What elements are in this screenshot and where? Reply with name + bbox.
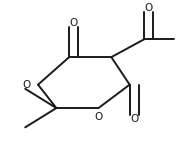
- Text: O: O: [70, 18, 78, 28]
- Text: O: O: [145, 3, 153, 13]
- Text: O: O: [130, 114, 138, 124]
- Text: O: O: [23, 80, 31, 90]
- Text: O: O: [94, 112, 103, 122]
